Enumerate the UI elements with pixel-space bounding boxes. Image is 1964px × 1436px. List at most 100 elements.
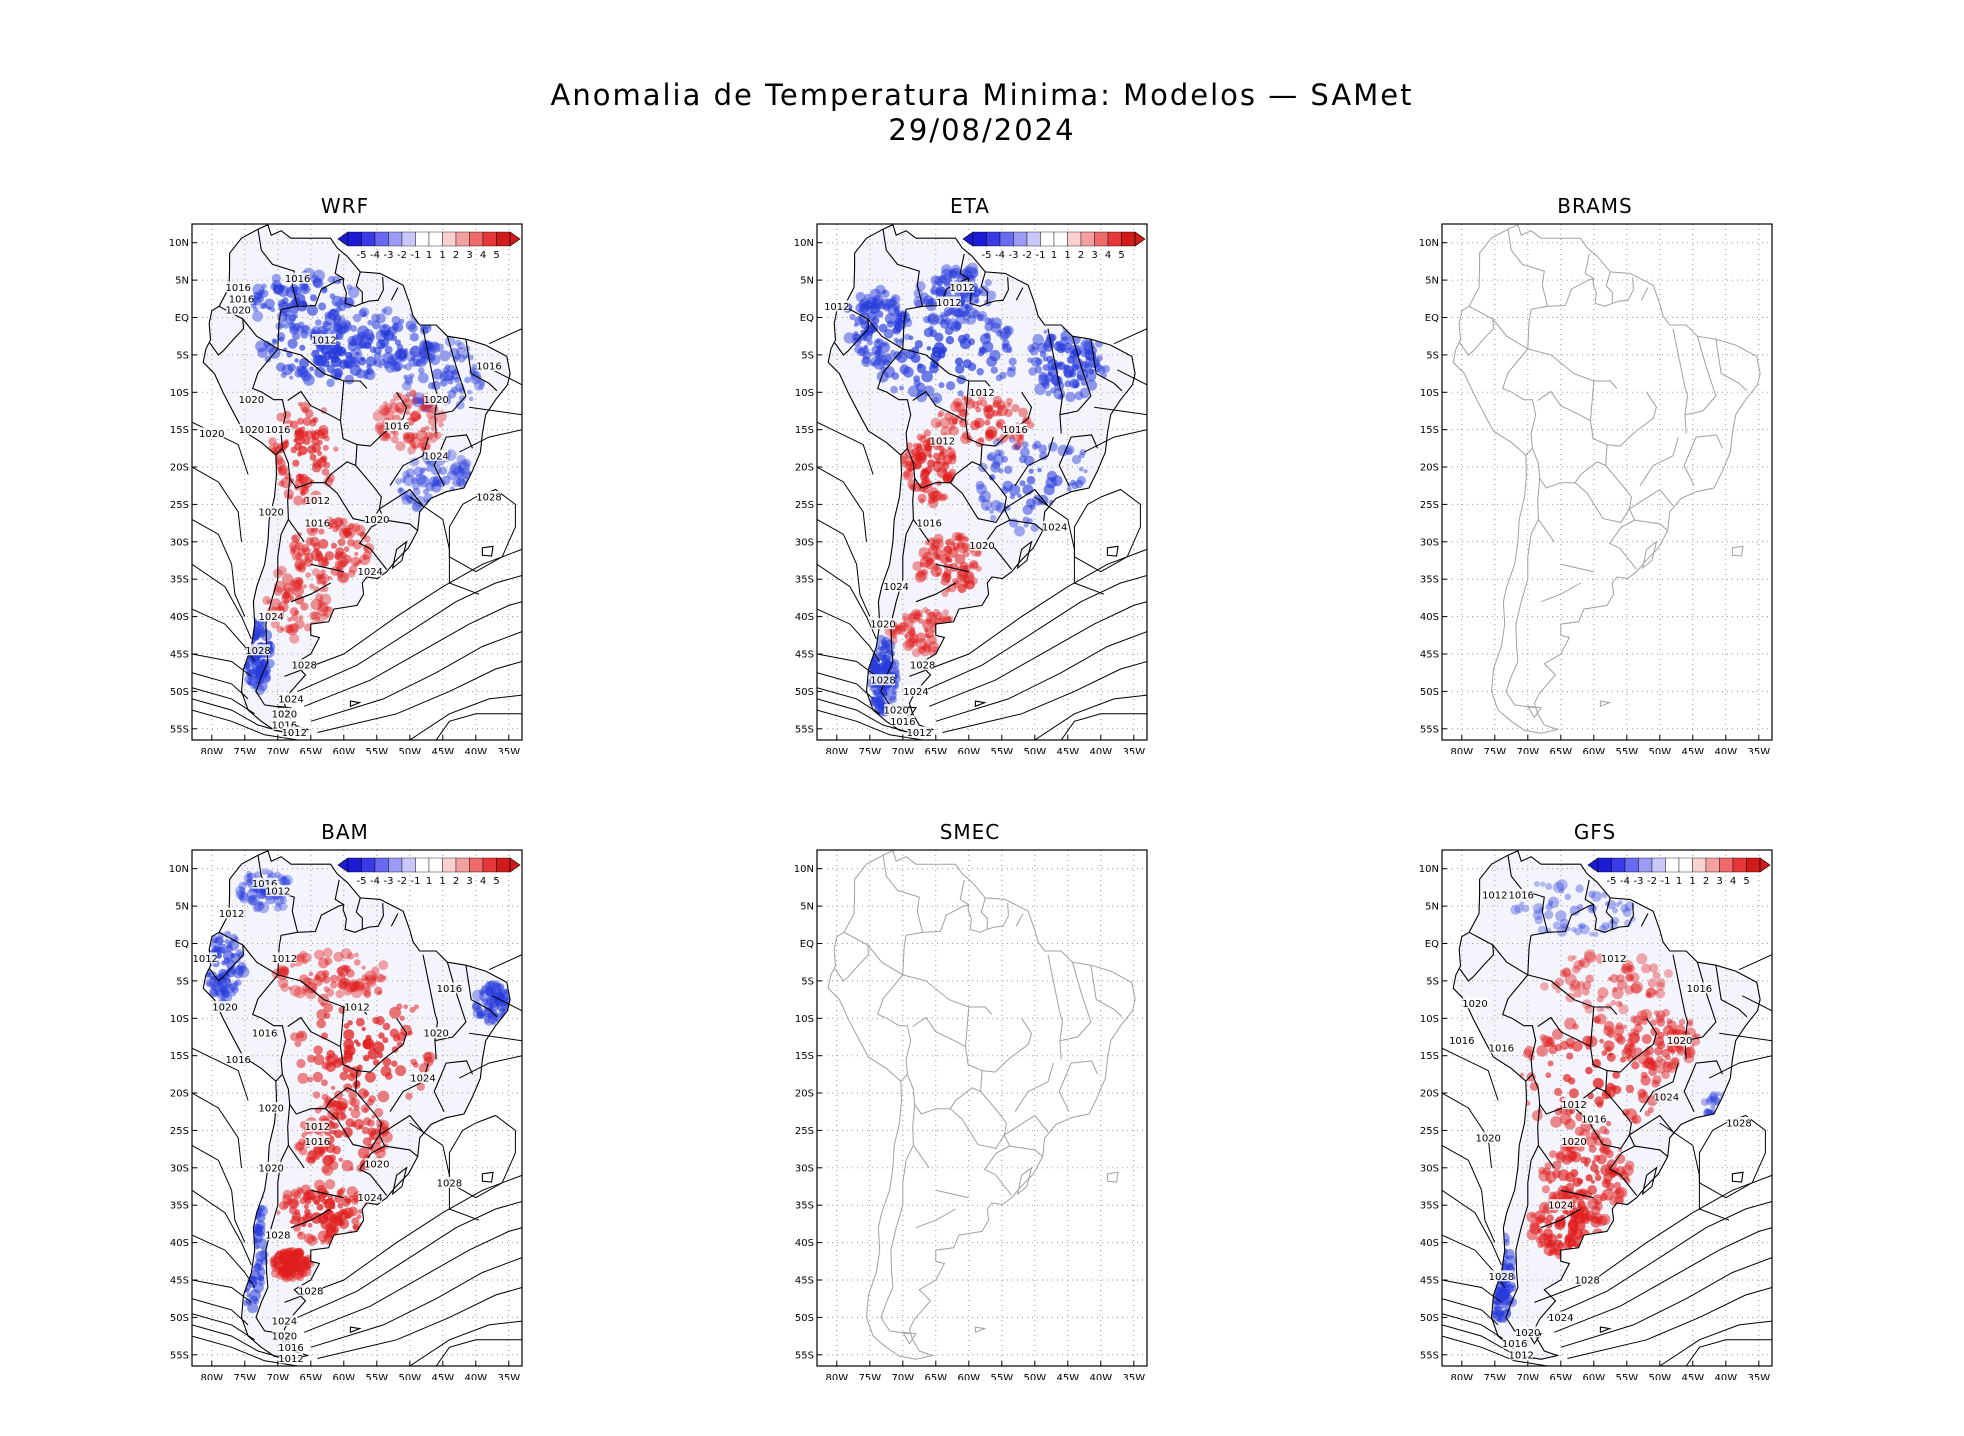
anomaly-cell bbox=[1542, 1167, 1551, 1176]
anomaly-cell bbox=[362, 544, 370, 552]
isobar bbox=[469, 1032, 522, 1042]
contour-label: 1020 bbox=[1475, 1133, 1500, 1144]
anomaly-cell bbox=[946, 381, 956, 391]
isobar bbox=[1442, 1144, 1496, 1243]
anomaly-cell bbox=[248, 896, 256, 904]
anomaly-cell bbox=[385, 329, 390, 334]
colorbar-swatch bbox=[455, 857, 470, 873]
anomaly-cell bbox=[890, 631, 898, 639]
contour-label-bg bbox=[1489, 1042, 1514, 1054]
anomaly-cell bbox=[1545, 1072, 1552, 1079]
lat-tick-label: EQ bbox=[800, 313, 814, 324]
lat-tick-label: 55S bbox=[170, 724, 189, 735]
anomaly-cell bbox=[940, 426, 952, 438]
anomaly-cell bbox=[951, 418, 958, 425]
anomaly-cell bbox=[377, 974, 386, 983]
anomaly-cell bbox=[1652, 1059, 1661, 1069]
lon-tick-label: 50W bbox=[1648, 747, 1671, 754]
lat-tick-label: 30S bbox=[795, 1163, 814, 1174]
anomaly-cell bbox=[929, 329, 938, 338]
anomaly-cell bbox=[1578, 959, 1586, 967]
contour-label: 1020 bbox=[969, 541, 994, 552]
anomaly-cell bbox=[347, 538, 355, 547]
anomaly-cell bbox=[298, 615, 304, 621]
anomaly-cell bbox=[1573, 1215, 1577, 1220]
anomaly-cell bbox=[297, 562, 307, 572]
anomaly-cell bbox=[1627, 964, 1636, 973]
anomaly-cell bbox=[1701, 1098, 1709, 1106]
anomaly-cell bbox=[280, 442, 288, 450]
contour-label-bg bbox=[884, 580, 909, 592]
anomaly-cell bbox=[989, 349, 1001, 362]
contour-label: 1028 bbox=[437, 1178, 462, 1189]
country-border bbox=[1605, 897, 1613, 930]
country-border bbox=[389, 436, 429, 487]
anomaly-cell bbox=[383, 407, 388, 413]
anomaly-cell bbox=[378, 404, 390, 416]
anomaly-cell bbox=[377, 1052, 384, 1059]
anomaly-cell bbox=[323, 476, 334, 487]
lake-outline bbox=[1599, 700, 1612, 708]
anomaly-cell bbox=[402, 433, 413, 444]
country-border bbox=[1531, 390, 1608, 489]
anomaly-cell bbox=[1046, 355, 1054, 363]
anomaly-cell bbox=[1621, 1047, 1633, 1059]
anomaly-cell bbox=[948, 269, 958, 279]
isobar bbox=[192, 1279, 252, 1303]
anomaly-cell bbox=[1709, 1091, 1718, 1100]
anomaly-cell bbox=[1687, 1018, 1694, 1026]
anomaly-cell bbox=[1622, 908, 1632, 917]
contour-label: 1024 bbox=[258, 612, 283, 623]
anomaly-cell bbox=[995, 437, 1000, 442]
contour-label-bg bbox=[358, 1191, 383, 1203]
country-border bbox=[1090, 339, 1123, 392]
anomaly-cell bbox=[1625, 1041, 1636, 1052]
anomaly-cell bbox=[323, 1155, 334, 1166]
anomaly-cell bbox=[341, 525, 351, 535]
colorbar-swatch bbox=[401, 857, 416, 873]
contour-label: 1020 bbox=[364, 1160, 389, 1171]
anomaly-cell bbox=[495, 983, 501, 988]
anomaly-cell bbox=[925, 557, 934, 566]
anomaly-cell bbox=[1509, 1281, 1516, 1289]
anomaly-cell bbox=[1656, 978, 1666, 988]
colorbar-swatch bbox=[1080, 231, 1095, 247]
anomaly-cell bbox=[931, 392, 943, 404]
anomaly-cell bbox=[968, 563, 974, 568]
anomaly-cell bbox=[1562, 968, 1571, 977]
anomaly-cell bbox=[288, 986, 293, 991]
anomaly-cell bbox=[348, 1097, 357, 1106]
anomaly-cell bbox=[1596, 995, 1604, 1003]
colorbar-swatch bbox=[1094, 231, 1109, 247]
colorbar-swatch bbox=[1611, 857, 1626, 873]
anomaly-cell bbox=[915, 609, 924, 618]
anomaly-cell bbox=[423, 488, 429, 495]
anomaly-cell bbox=[1541, 1185, 1550, 1194]
colorbar-tick-label: 4 bbox=[1105, 250, 1111, 261]
anomaly-cell bbox=[294, 986, 306, 999]
isobar bbox=[1442, 1189, 1502, 1266]
country-border bbox=[880, 478, 916, 709]
colorbar-swatch bbox=[361, 231, 376, 247]
country-border bbox=[1531, 1016, 1608, 1115]
anomaly-cell bbox=[1625, 973, 1634, 982]
contour-label-bg bbox=[298, 1285, 323, 1297]
contour-label: 1012 bbox=[305, 1122, 330, 1133]
anomaly-cell bbox=[221, 960, 227, 966]
anomaly-cell bbox=[964, 578, 976, 590]
contour-label: 1028 bbox=[291, 661, 316, 672]
anomaly-cell bbox=[316, 573, 324, 580]
lat-tick-label: 55S bbox=[1420, 724, 1439, 735]
anomaly-cell bbox=[284, 1265, 295, 1276]
lake-outline bbox=[481, 545, 494, 557]
lon-tick-label: 80W bbox=[200, 1373, 223, 1380]
anomaly-cell bbox=[281, 297, 289, 304]
lat-tick-label: EQ bbox=[175, 313, 189, 324]
contour-label: 1016 bbox=[305, 1137, 330, 1148]
anomaly-cell bbox=[318, 1105, 324, 1111]
anomaly-cell bbox=[1582, 981, 1592, 990]
anomaly-cell bbox=[458, 461, 471, 474]
lon-tick-label: 40W bbox=[1714, 747, 1737, 754]
anomaly-cell bbox=[335, 989, 344, 999]
anomaly-cell bbox=[990, 500, 1002, 511]
